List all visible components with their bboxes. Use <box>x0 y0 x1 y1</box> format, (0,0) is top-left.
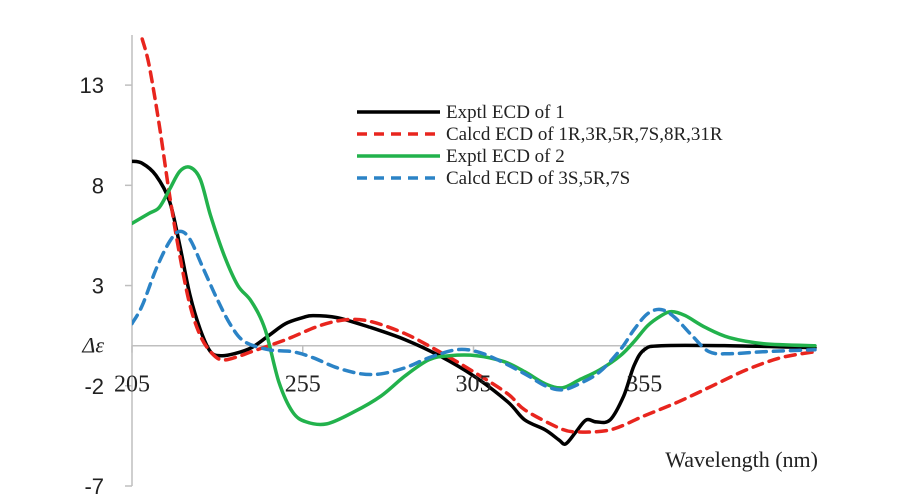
y-tick-label: 3 <box>92 274 104 299</box>
x-tick-label: 355 <box>626 372 662 398</box>
legend-label-3: Exptl ECD of 2 <box>446 146 565 167</box>
series-line-3 <box>132 165 817 427</box>
y-tick-label: 8 <box>92 173 104 198</box>
legend-label-4: Calcd ECD of 3S,5R,7S <box>446 168 630 189</box>
series-layer <box>132 37 817 446</box>
series-line-2 <box>140 37 817 434</box>
y-tick-label: 13 <box>80 73 104 98</box>
x-tick-label: 305 <box>456 372 492 398</box>
x-tick-label: 205 <box>114 372 150 398</box>
legend-label-1: Exptl ECD of 1 <box>446 102 565 123</box>
x-tick-label: 255 <box>285 372 321 398</box>
y-tick-label: -2 <box>84 374 104 399</box>
y-axis-label: Δε <box>81 333 104 358</box>
legend-label-2: Calcd ECD of 1R,3R,5R,7S,8R,31R <box>446 124 723 145</box>
tick-labels: 13 8 3 -2 -7 205 255 305 355 <box>80 73 663 497</box>
series-line-4 <box>132 229 817 392</box>
x-axis-label: Wavelength (nm) <box>665 447 818 472</box>
series-line-1 <box>132 159 817 446</box>
y-tick-label: -7 <box>84 474 104 497</box>
y-tick-marks <box>125 84 132 487</box>
